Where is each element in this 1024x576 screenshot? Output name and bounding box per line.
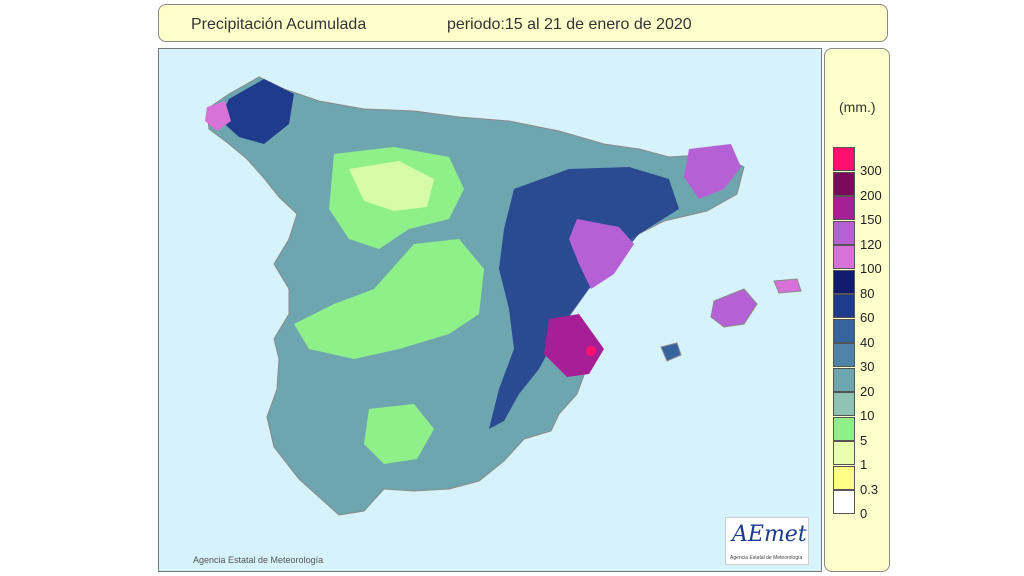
legend-label: 120 (860, 236, 882, 252)
island-menorca (773, 278, 802, 294)
legend-swatch (833, 343, 855, 367)
legend-label: 60 (860, 310, 875, 325)
island-ibiza (660, 342, 682, 362)
dry-zone-south (364, 404, 434, 464)
legend-label: 100 (860, 261, 882, 276)
title-bar: Precipitación Acumulada periodo:15 al 21… (158, 4, 888, 42)
heavy-rain-catalonia (684, 144, 741, 199)
legend-swatch (833, 171, 855, 196)
map-graphic (205, 76, 802, 516)
legend-label: 10 (860, 408, 875, 423)
legend-label: 0.3 (860, 481, 879, 497)
legend-swatch (833, 220, 855, 245)
legend-swatch (833, 318, 855, 343)
legend-swatch (833, 441, 855, 465)
legend-swatch (833, 465, 855, 490)
island-mallorca (710, 288, 758, 328)
legend-label: 40 (860, 334, 875, 350)
legend-label: 5 (860, 432, 868, 448)
legend-swatch (833, 269, 855, 294)
legend-swatch (833, 367, 855, 392)
legend-label: 80 (860, 285, 875, 301)
legend-swatch (833, 490, 855, 514)
legend-label: 20 (860, 383, 875, 399)
legend-swatch (833, 245, 855, 269)
legend-label: 30 (860, 359, 875, 374)
logo-text: AEmet (732, 522, 807, 547)
map-period: periodo:15 al 21 de enero de 2020 (447, 16, 692, 33)
legend-swatch (833, 392, 855, 416)
legend-label: 300 (860, 163, 882, 178)
legend-swatch (833, 294, 855, 318)
dry-zone-core (349, 161, 434, 211)
legend-unit: (mm.) (839, 99, 876, 115)
rain-galicia-coast (205, 101, 231, 131)
legend-label: 1 (860, 457, 868, 472)
legend-swatch (833, 416, 855, 441)
heavy-rain-valencia (544, 314, 604, 377)
wet-band-north (219, 79, 294, 144)
logo-subtitle: Agencia Estatal de Meteorología (730, 555, 803, 561)
legend-label: 150 (860, 212, 882, 227)
copyright-text: Agencia Estatal de Meteorología (193, 555, 324, 565)
legend-panel: (mm.) 300 200 150 120 100 80 60 40 30 20 10 5 1 0.3 0 (824, 48, 890, 572)
legend-label: 200 (860, 187, 882, 203)
precipitation-map: Agencia Estatal de Meteorología AEmet Ag… (158, 48, 822, 572)
aemet-logo: AEmet Agencia Estatal de Meteorología (725, 517, 809, 565)
map-title: Precipitación Acumulada (191, 16, 367, 33)
legend-swatch (833, 196, 855, 220)
dry-zone-center (294, 239, 484, 359)
heavy-rain-ebro-delta (569, 219, 634, 289)
wet-band-east (489, 167, 679, 429)
max-rain-spot (586, 346, 596, 356)
legend-label: 0 (860, 506, 868, 521)
legend-swatch (833, 147, 855, 171)
